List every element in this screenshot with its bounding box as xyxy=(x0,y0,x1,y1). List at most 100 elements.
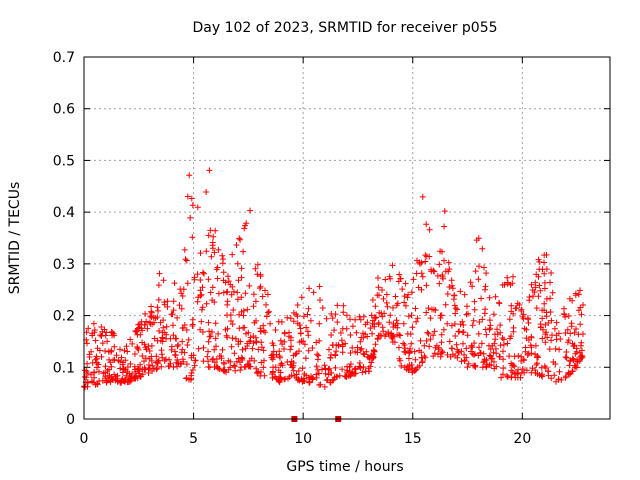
data-point xyxy=(129,340,136,347)
data-point xyxy=(473,237,480,244)
data-point xyxy=(464,303,470,310)
data-point xyxy=(153,366,160,373)
data-point xyxy=(350,370,357,377)
data-point xyxy=(86,351,93,358)
data-point xyxy=(313,371,320,378)
data-point xyxy=(314,366,321,373)
data-point xyxy=(143,318,150,325)
data-point xyxy=(183,375,190,382)
data-point xyxy=(535,354,542,361)
data-point xyxy=(436,280,443,287)
data-point xyxy=(571,342,578,349)
data-point xyxy=(84,379,91,385)
data-point xyxy=(480,359,487,366)
data-point xyxy=(451,292,458,299)
data-point xyxy=(214,275,221,282)
data-point xyxy=(454,306,461,313)
data-point xyxy=(389,262,396,269)
data-point xyxy=(321,383,328,390)
data-point xyxy=(416,362,423,369)
data-point xyxy=(316,320,323,327)
data-point xyxy=(245,329,252,336)
data-point xyxy=(575,291,582,298)
data-point xyxy=(337,330,344,336)
data-point xyxy=(513,305,520,311)
data-point xyxy=(506,353,513,360)
data-point xyxy=(382,276,389,283)
data-point xyxy=(200,344,207,351)
x-tick-labels: 0 5 10 15 20 xyxy=(80,431,532,447)
data-point xyxy=(537,287,544,294)
data-point xyxy=(393,317,400,324)
data-point xyxy=(253,338,260,345)
y-tick-labels: 0 0.1 0.2 0.3 0.4 0.5 0.6 0.7 xyxy=(53,50,75,428)
data-point xyxy=(316,283,323,290)
data-point xyxy=(241,225,248,232)
data-point xyxy=(478,295,485,302)
data-point xyxy=(287,315,294,322)
data-point xyxy=(134,344,141,350)
data-point xyxy=(506,316,513,323)
data-point xyxy=(309,345,316,351)
data-point xyxy=(446,338,453,345)
data-point xyxy=(234,289,241,296)
data-point xyxy=(515,352,522,359)
data-point xyxy=(90,379,97,386)
data-point xyxy=(98,324,105,330)
data-point xyxy=(541,279,548,286)
data-point xyxy=(357,338,364,345)
data-point xyxy=(299,365,306,372)
data-point xyxy=(205,319,212,326)
data-point xyxy=(144,325,151,332)
data-point xyxy=(209,284,216,291)
data-point xyxy=(160,277,167,284)
data-point xyxy=(220,289,227,296)
data-point xyxy=(146,348,153,354)
data-point xyxy=(384,303,391,310)
y-tick-label: 0.1 xyxy=(53,360,75,376)
data-point xyxy=(281,338,288,345)
data-point xyxy=(154,337,161,344)
data-point xyxy=(343,312,350,319)
data-point xyxy=(257,283,264,290)
data-point xyxy=(301,313,307,320)
data-point xyxy=(164,298,171,305)
data-point xyxy=(117,358,124,365)
data-point xyxy=(239,357,245,363)
data-point xyxy=(179,356,186,363)
data-point xyxy=(329,377,336,384)
data-point xyxy=(104,368,111,374)
data-point xyxy=(372,303,379,310)
data-point xyxy=(496,300,503,307)
data-point xyxy=(571,329,578,336)
data-point xyxy=(192,357,199,364)
data-point xyxy=(211,249,218,256)
data-point xyxy=(117,346,123,353)
data-point xyxy=(492,293,499,300)
y-tick-label: 0.4 xyxy=(53,205,75,221)
data-point xyxy=(529,287,536,293)
data-point xyxy=(448,277,455,284)
data-point xyxy=(357,316,364,323)
data-point xyxy=(518,353,525,360)
data-point xyxy=(203,248,210,255)
data-point xyxy=(160,324,167,331)
data-point xyxy=(275,376,282,383)
data-point xyxy=(139,353,146,359)
data-point xyxy=(414,257,420,264)
data-point xyxy=(379,324,386,331)
data-point xyxy=(569,297,576,304)
data-point xyxy=(153,353,160,360)
data-point xyxy=(220,359,227,366)
data-point xyxy=(464,364,471,371)
data-point xyxy=(376,292,382,299)
data-point xyxy=(111,343,118,350)
data-point xyxy=(464,332,471,339)
data-point xyxy=(455,328,462,335)
data-point xyxy=(500,365,507,372)
data-point xyxy=(272,327,279,333)
data-point xyxy=(207,289,214,296)
data-point xyxy=(219,346,226,353)
data-point xyxy=(164,303,171,310)
